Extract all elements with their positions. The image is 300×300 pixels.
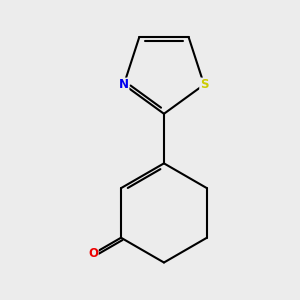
Text: N: N <box>119 78 129 91</box>
Text: O: O <box>88 247 98 260</box>
Text: S: S <box>200 78 208 91</box>
